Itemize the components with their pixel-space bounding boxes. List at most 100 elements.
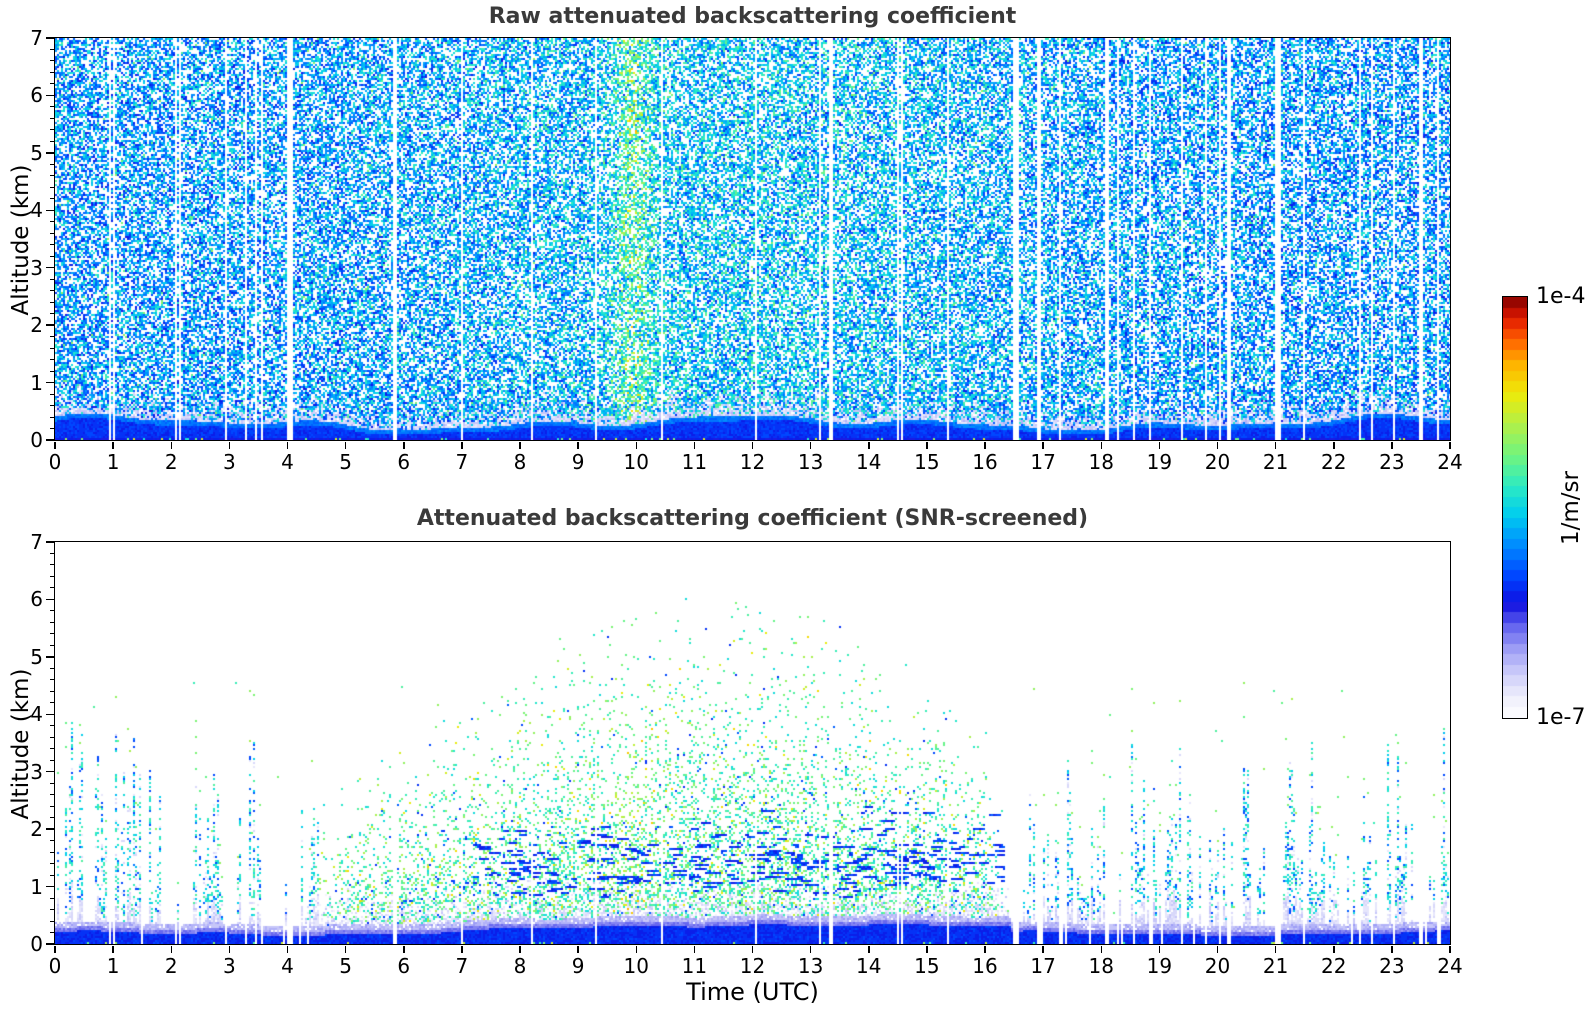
raw-panel-title: Raw attenuated backscattering coefficien… [488, 4, 1017, 29]
screened-y-minor-tick [49, 564, 54, 566]
raw-y-tick [46, 94, 54, 97]
colorbar-min-label: 1e-7 [1536, 705, 1586, 730]
screened-x-tick [1100, 945, 1102, 953]
raw-x-tick-label: 20 [1204, 450, 1231, 474]
raw-x-tick [926, 441, 928, 449]
screened-x-tick [1274, 945, 1277, 953]
raw-y-minor-tick [49, 278, 54, 280]
raw-y-tick [46, 439, 54, 441]
screened-y-minor-tick [49, 863, 54, 865]
raw-x-tick [461, 441, 463, 449]
raw-y-minor-tick [49, 186, 54, 188]
screened-x-tick-label: 20 [1204, 954, 1231, 978]
raw-y-tick-label: 7 [30, 26, 43, 50]
raw-x-tick-label: 2 [164, 450, 178, 474]
raw-x-tick [344, 441, 347, 449]
colorbar-max-label: 1e-4 [1536, 284, 1586, 309]
screened-x-tick-label: 22 [1321, 954, 1347, 978]
screened-y-minor-tick [49, 748, 54, 750]
screened-x-tick-label: 19 [1146, 954, 1173, 978]
screened-y-tick-label: 1 [30, 874, 43, 899]
raw-y-tick [46, 152, 54, 154]
screened-y-minor-tick [49, 736, 54, 738]
screened-y-minor-tick [49, 679, 54, 681]
screened-y-tick [46, 656, 54, 658]
raw-x-tick-label: 15 [914, 450, 940, 474]
raw-y-minor-tick [49, 83, 54, 85]
screened-x-tick-label: 14 [856, 954, 882, 978]
raw-y-tick [46, 324, 54, 326]
screened-y-tick-label: 6 [30, 587, 43, 612]
screened-x-tick-label: 23 [1379, 954, 1405, 978]
screened-y-minor-tick [49, 909, 54, 911]
screened-y-minor-tick [49, 552, 54, 554]
screened-x-tick-label: 8 [513, 954, 527, 978]
raw-x-tick [868, 441, 870, 449]
raw-x-tick [1391, 441, 1393, 449]
raw-x-tick-label: 19 [1146, 450, 1173, 474]
screened-x-tick-label: 13 [797, 954, 824, 978]
raw-y-minor-tick [49, 301, 54, 303]
raw-x-tick-label: 10 [623, 450, 649, 474]
raw-heatmap-canvas [54, 37, 1450, 440]
raw-x-tick [984, 441, 986, 449]
raw-x-tick-label: 3 [223, 450, 236, 474]
screened-x-tick [984, 945, 986, 953]
screened-x-tick [868, 945, 870, 953]
screened-x-tick [461, 945, 463, 953]
raw-y-tick-label: 3 [30, 255, 43, 280]
raw-y-tick [46, 37, 54, 39]
raw-x-tick [1216, 441, 1219, 449]
raw-y-tick-label: 2 [30, 313, 43, 338]
screened-x-tick-label: 12 [739, 954, 766, 978]
raw-y-axis-label: Altitude (km) [8, 164, 34, 316]
screened-y-minor-tick [49, 874, 54, 876]
screened-y-minor-tick [49, 794, 54, 796]
screened-y-minor-tick [49, 575, 54, 577]
screened-y-tick [46, 885, 54, 888]
raw-y-minor-tick [49, 129, 54, 131]
screened-y-tick-label: 5 [30, 644, 43, 669]
screened-x-tick-label: 0 [48, 954, 62, 978]
raw-x-tick-label: 14 [856, 450, 882, 474]
raw-x-tick-label: 1 [106, 450, 120, 474]
raw-x-tick [54, 441, 56, 449]
screened-x-tick-label: 7 [455, 954, 469, 978]
raw-x-tick [693, 441, 696, 449]
raw-y-tick-label: 1 [30, 370, 43, 395]
raw-x-tick [1449, 441, 1451, 449]
screened-x-tick [926, 945, 928, 953]
raw-y-minor-tick [49, 117, 54, 119]
raw-y-minor-tick [49, 405, 54, 407]
raw-x-tick [809, 441, 812, 449]
raw-x-tick-label: 21 [1262, 450, 1289, 474]
raw-y-tick-label: 4 [30, 198, 43, 223]
raw-x-tick-label: 17 [1030, 450, 1056, 474]
screened-panel-title: Attenuated backscattering coefficient (S… [416, 506, 1089, 531]
screened-y-minor-tick [49, 644, 54, 646]
screened-x-tick [809, 945, 812, 953]
raw-x-tick-label: 5 [339, 450, 352, 474]
raw-y-minor-tick [49, 347, 54, 349]
raw-y-minor-tick [49, 393, 54, 395]
raw-x-tick-label: 16 [972, 450, 998, 474]
raw-x-tick [1042, 441, 1044, 449]
raw-y-minor-tick [49, 290, 54, 292]
screened-y-tick [46, 943, 54, 945]
screened-y-tick-label: 4 [30, 702, 43, 727]
raw-x-tick-label: 24 [1437, 450, 1463, 474]
screened-x-tick [228, 945, 231, 953]
raw-y-tick-label: 6 [30, 83, 43, 108]
raw-y-minor-tick [49, 60, 54, 62]
screened-plot-area [53, 540, 1451, 945]
screened-x-tick-label: 24 [1437, 954, 1463, 978]
screened-x-tick-label: 5 [339, 954, 352, 978]
screened-x-tick-label: 2 [164, 954, 178, 978]
screened-y-tick [46, 770, 54, 773]
screened-x-tick-label: 10 [623, 954, 649, 978]
raw-x-tick-label: 7 [455, 450, 469, 474]
screened-x-tick-label: 17 [1030, 954, 1056, 978]
screened-x-tick [751, 945, 754, 953]
raw-y-minor-tick [49, 175, 54, 177]
screened-y-tick-label: 3 [30, 759, 43, 784]
